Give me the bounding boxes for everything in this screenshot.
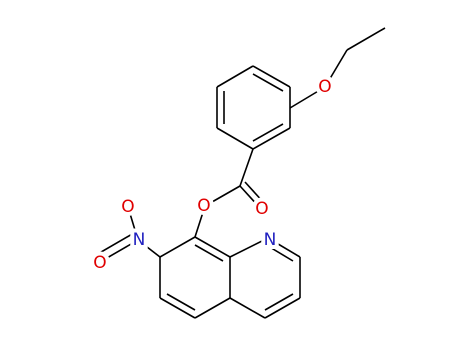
atom-label: O <box>93 253 106 273</box>
atom-label: N <box>264 230 277 250</box>
atom-label: O <box>318 77 331 97</box>
atom-label: O <box>255 199 268 219</box>
atom-label: N <box>133 230 146 250</box>
bonds <box>95 27 386 319</box>
atom-label: O <box>197 196 210 216</box>
atom-label: O <box>121 197 134 217</box>
atom-labels: O O O N O O N <box>89 73 335 277</box>
